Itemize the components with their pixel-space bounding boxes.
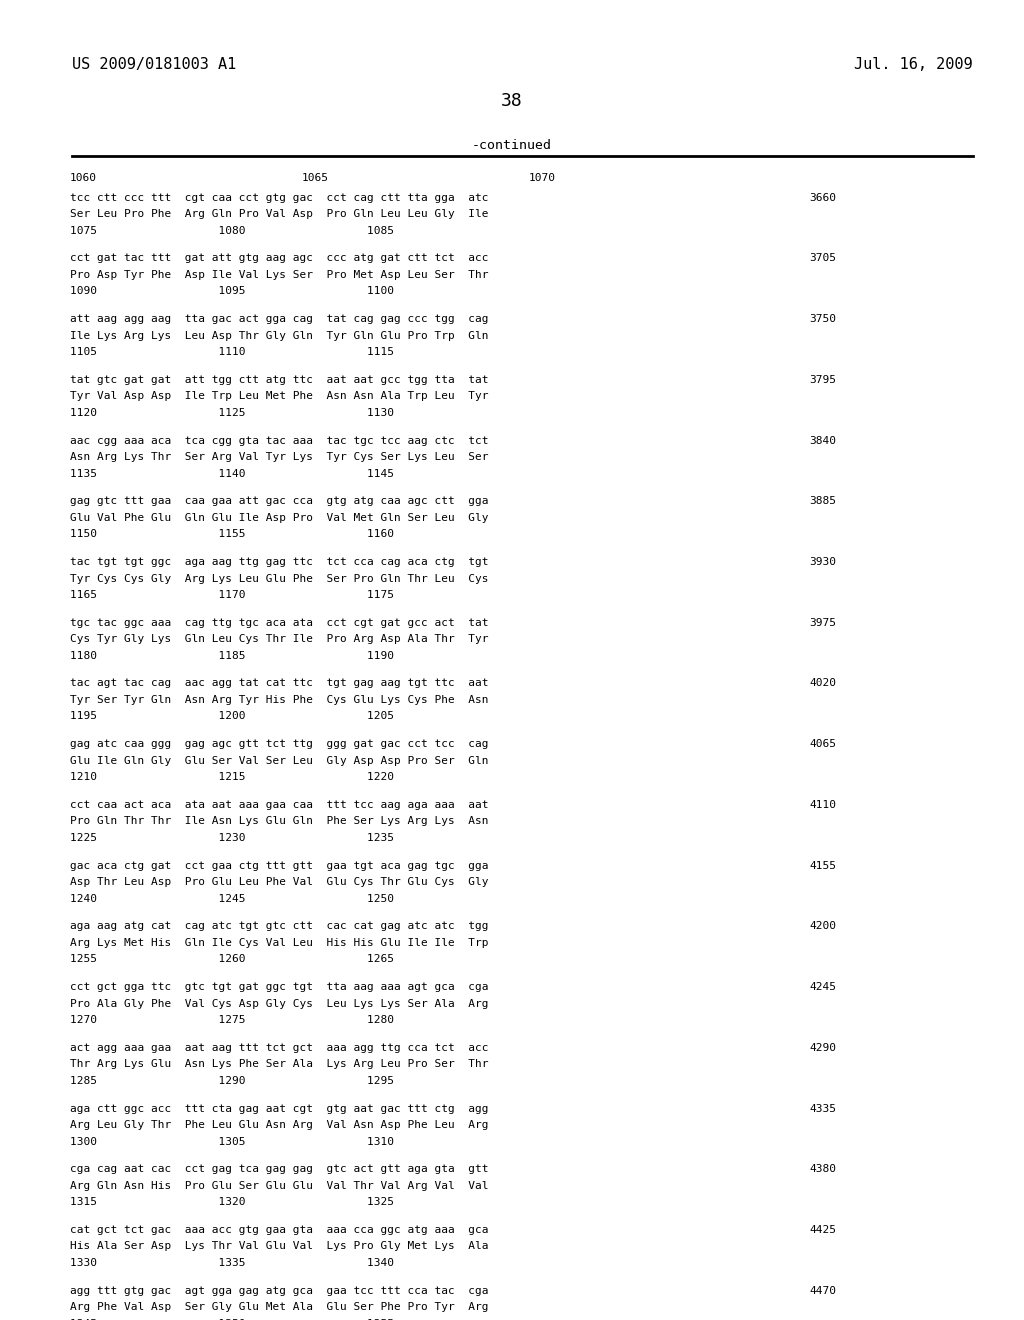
Text: 1180                  1185                  1190: 1180 1185 1190 — [70, 651, 393, 661]
Text: 1285                  1290                  1295: 1285 1290 1295 — [70, 1076, 393, 1086]
Text: Pro Gln Thr Thr  Ile Asn Lys Glu Gln  Phe Ser Lys Arg Lys  Asn: Pro Gln Thr Thr Ile Asn Lys Glu Gln Phe … — [70, 816, 488, 826]
Text: Asn Arg Lys Thr  Ser Arg Val Tyr Lys  Tyr Cys Ser Lys Leu  Ser: Asn Arg Lys Thr Ser Arg Val Tyr Lys Tyr … — [70, 451, 488, 462]
Text: aga aag atg cat  cag atc tgt gtc ctt  cac cat gag atc atc  tgg: aga aag atg cat cag atc tgt gtc ctt cac … — [70, 921, 488, 932]
Text: 1330                  1335                  1340: 1330 1335 1340 — [70, 1258, 393, 1269]
Text: 3795: 3795 — [809, 375, 836, 385]
Text: 3840: 3840 — [809, 436, 836, 446]
Text: 1060: 1060 — [70, 173, 96, 183]
Text: aac cgg aaa aca  tca cgg gta tac aaa  tac tgc tcc aag ctc  tct: aac cgg aaa aca tca cgg gta tac aaa tac … — [70, 436, 488, 446]
Text: 4425: 4425 — [809, 1225, 836, 1236]
Text: 3750: 3750 — [809, 314, 836, 325]
Text: 4245: 4245 — [809, 982, 836, 993]
Text: Arg Gln Asn His  Pro Glu Ser Glu Glu  Val Thr Val Arg Val  Val: Arg Gln Asn His Pro Glu Ser Glu Glu Val … — [70, 1180, 488, 1191]
Text: aga ctt ggc acc  ttt cta gag aat cgt  gtg aat gac ttt ctg  agg: aga ctt ggc acc ttt cta gag aat cgt gtg … — [70, 1104, 488, 1114]
Text: gag gtc ttt gaa  caa gaa att gac cca  gtg atg caa agc ctt  gga: gag gtc ttt gaa caa gaa att gac cca gtg … — [70, 496, 488, 507]
Text: 4155: 4155 — [809, 861, 836, 871]
Text: 3975: 3975 — [809, 618, 836, 628]
Text: 1345                  1350                  1355: 1345 1350 1355 — [70, 1319, 393, 1320]
Text: 1120                  1125                  1130: 1120 1125 1130 — [70, 408, 393, 418]
Text: Pro Ala Gly Phe  Val Cys Asp Gly Cys  Leu Lys Lys Ser Ala  Arg: Pro Ala Gly Phe Val Cys Asp Gly Cys Leu … — [70, 998, 488, 1008]
Text: 1195                  1200                  1205: 1195 1200 1205 — [70, 711, 393, 722]
Text: 1105                  1110                  1115: 1105 1110 1115 — [70, 347, 393, 358]
Text: 1225                  1230                  1235: 1225 1230 1235 — [70, 833, 393, 843]
Text: tcc ctt ccc ttt  cgt caa cct gtg gac  cct cag ctt tta gga  atc: tcc ctt ccc ttt cgt caa cct gtg gac cct … — [70, 193, 488, 203]
Text: cct gat tac ttt  gat att gtg aag agc  ccc atg gat ctt tct  acc: cct gat tac ttt gat att gtg aag agc ccc … — [70, 253, 488, 264]
Text: Arg Leu Gly Thr  Phe Leu Glu Asn Arg  Val Asn Asp Phe Leu  Arg: Arg Leu Gly Thr Phe Leu Glu Asn Arg Val … — [70, 1119, 488, 1130]
Text: tat gtc gat gat  att tgg ctt atg ttc  aat aat gcc tgg tta  tat: tat gtc gat gat att tgg ctt atg ttc aat … — [70, 375, 488, 385]
Text: Glu Ile Gln Gly  Glu Ser Val Ser Leu  Gly Asp Asp Pro Ser  Gln: Glu Ile Gln Gly Glu Ser Val Ser Leu Gly … — [70, 755, 488, 766]
Text: 1255                  1260                  1265: 1255 1260 1265 — [70, 954, 393, 965]
Text: 4065: 4065 — [809, 739, 836, 750]
Text: cct caa act aca  ata aat aaa gaa caa  ttt tcc aag aga aaa  aat: cct caa act aca ata aat aaa gaa caa ttt … — [70, 800, 488, 810]
Text: Arg Phe Val Asp  Ser Gly Glu Met Ala  Glu Ser Phe Pro Tyr  Arg: Arg Phe Val Asp Ser Gly Glu Met Ala Glu … — [70, 1302, 488, 1312]
Text: Tyr Cys Cys Gly  Arg Lys Leu Glu Phe  Ser Pro Gln Thr Leu  Cys: Tyr Cys Cys Gly Arg Lys Leu Glu Phe Ser … — [70, 573, 488, 583]
Text: 4110: 4110 — [809, 800, 836, 810]
Text: Arg Lys Met His  Gln Ile Cys Val Leu  His His Glu Ile Ile  Trp: Arg Lys Met His Gln Ile Cys Val Leu His … — [70, 939, 488, 948]
Text: 1090                  1095                  1100: 1090 1095 1100 — [70, 286, 393, 297]
Text: gag atc caa ggg  gag agc gtt tct ttg  ggg gat gac cct tcc  cag: gag atc caa ggg gag agc gtt tct ttg ggg … — [70, 739, 488, 750]
Text: Tyr Val Asp Asp  Ile Trp Leu Met Phe  Asn Asn Ala Trp Leu  Tyr: Tyr Val Asp Asp Ile Trp Leu Met Phe Asn … — [70, 391, 488, 401]
Text: att aag agg aag  tta gac act gga cag  tat cag gag ccc tgg  cag: att aag agg aag tta gac act gga cag tat … — [70, 314, 488, 325]
Text: agg ttt gtg gac  agt gga gag atg gca  gaa tcc ttt cca tac  cga: agg ttt gtg gac agt gga gag atg gca gaa … — [70, 1286, 488, 1296]
Text: Ser Leu Pro Phe  Arg Gln Pro Val Asp  Pro Gln Leu Leu Gly  Ile: Ser Leu Pro Phe Arg Gln Pro Val Asp Pro … — [70, 209, 488, 219]
Text: tgc tac ggc aaa  cag ttg tgc aca ata  cct cgt gat gcc act  tat: tgc tac ggc aaa cag ttg tgc aca ata cct … — [70, 618, 488, 628]
Text: cga cag aat cac  cct gag tca gag gag  gtc act gtt aga gta  gtt: cga cag aat cac cct gag tca gag gag gtc … — [70, 1164, 488, 1175]
Text: Thr Arg Lys Glu  Asn Lys Phe Ser Ala  Lys Arg Leu Pro Ser  Thr: Thr Arg Lys Glu Asn Lys Phe Ser Ala Lys … — [70, 1059, 488, 1069]
Text: cct gct gga ttc  gtc tgt gat ggc tgt  tta aag aaa agt gca  cga: cct gct gga ttc gtc tgt gat ggc tgt tta … — [70, 982, 488, 993]
Text: Asp Thr Leu Asp  Pro Glu Leu Phe Val  Glu Cys Thr Glu Cys  Gly: Asp Thr Leu Asp Pro Glu Leu Phe Val Glu … — [70, 878, 488, 887]
Text: 1135                  1140                  1145: 1135 1140 1145 — [70, 469, 393, 479]
Text: Glu Val Phe Glu  Gln Glu Ile Asp Pro  Val Met Gln Ser Leu  Gly: Glu Val Phe Glu Gln Glu Ile Asp Pro Val … — [70, 512, 488, 523]
Text: 38: 38 — [501, 92, 523, 111]
Text: 4290: 4290 — [809, 1043, 836, 1053]
Text: His Ala Ser Asp  Lys Thr Val Glu Val  Lys Pro Gly Met Lys  Ala: His Ala Ser Asp Lys Thr Val Glu Val Lys … — [70, 1241, 488, 1251]
Text: 4335: 4335 — [809, 1104, 836, 1114]
Text: 4200: 4200 — [809, 921, 836, 932]
Text: 1270                  1275                  1280: 1270 1275 1280 — [70, 1015, 393, 1026]
Text: 1070: 1070 — [528, 173, 555, 183]
Text: cat gct tct gac  aaa acc gtg gaa gta  aaa cca ggc atg aaa  gca: cat gct tct gac aaa acc gtg gaa gta aaa … — [70, 1225, 488, 1236]
Text: gac aca ctg gat  cct gaa ctg ttt gtt  gaa tgt aca gag tgc  gga: gac aca ctg gat cct gaa ctg ttt gtt gaa … — [70, 861, 488, 871]
Text: 1075                  1080                  1085: 1075 1080 1085 — [70, 226, 393, 236]
Text: tac agt tac cag  aac agg tat cat ttc  tgt gag aag tgt ttc  aat: tac agt tac cag aac agg tat cat ttc tgt … — [70, 678, 488, 689]
Text: Cys Tyr Gly Lys  Gln Leu Cys Thr Ile  Pro Arg Asp Ala Thr  Tyr: Cys Tyr Gly Lys Gln Leu Cys Thr Ile Pro … — [70, 634, 488, 644]
Text: 3885: 3885 — [809, 496, 836, 507]
Text: 3660: 3660 — [809, 193, 836, 203]
Text: 3930: 3930 — [809, 557, 836, 568]
Text: 1315                  1320                  1325: 1315 1320 1325 — [70, 1197, 393, 1208]
Text: 1150                  1155                  1160: 1150 1155 1160 — [70, 529, 393, 540]
Text: 1300                  1305                  1310: 1300 1305 1310 — [70, 1137, 393, 1147]
Text: tac tgt tgt ggc  aga aag ttg gag ttc  tct cca cag aca ctg  tgt: tac tgt tgt ggc aga aag ttg gag ttc tct … — [70, 557, 488, 568]
Text: Ile Lys Arg Lys  Leu Asp Thr Gly Gln  Tyr Gln Glu Pro Trp  Gln: Ile Lys Arg Lys Leu Asp Thr Gly Gln Tyr … — [70, 330, 488, 341]
Text: 1065: 1065 — [302, 173, 329, 183]
Text: Jul. 16, 2009: Jul. 16, 2009 — [854, 57, 973, 71]
Text: US 2009/0181003 A1: US 2009/0181003 A1 — [72, 57, 236, 71]
Text: act agg aaa gaa  aat aag ttt tct gct  aaa agg ttg cca tct  acc: act agg aaa gaa aat aag ttt tct gct aaa … — [70, 1043, 488, 1053]
Text: Tyr Ser Tyr Gln  Asn Arg Tyr His Phe  Cys Glu Lys Cys Phe  Asn: Tyr Ser Tyr Gln Asn Arg Tyr His Phe Cys … — [70, 694, 488, 705]
Text: 4470: 4470 — [809, 1286, 836, 1296]
Text: 4020: 4020 — [809, 678, 836, 689]
Text: -continued: -continued — [472, 139, 552, 152]
Text: Pro Asp Tyr Phe  Asp Ile Val Lys Ser  Pro Met Asp Leu Ser  Thr: Pro Asp Tyr Phe Asp Ile Val Lys Ser Pro … — [70, 271, 488, 280]
Text: 1240                  1245                  1250: 1240 1245 1250 — [70, 894, 393, 904]
Text: 3705: 3705 — [809, 253, 836, 264]
Text: 1165                  1170                  1175: 1165 1170 1175 — [70, 590, 393, 601]
Text: 4380: 4380 — [809, 1164, 836, 1175]
Text: 1210                  1215                  1220: 1210 1215 1220 — [70, 772, 393, 783]
